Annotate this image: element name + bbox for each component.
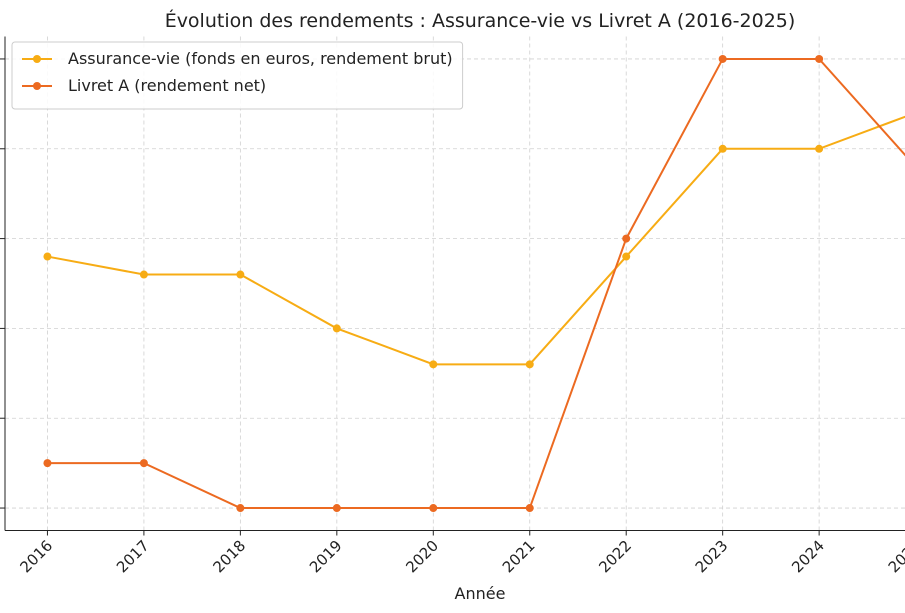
x-axis-label: Année [455, 584, 506, 603]
chart-title: Évolution des rendements : Assurance-vie… [165, 9, 796, 32]
x-tick-label: 2024 [788, 537, 828, 577]
x-tick-label: 2023 [692, 537, 732, 577]
data-point [139, 459, 148, 468]
data-point [718, 144, 727, 153]
data-point [236, 270, 245, 279]
data-point [139, 270, 148, 279]
legend-box [11, 41, 464, 110]
data-point [815, 144, 824, 153]
x-tick-label: 2020 [402, 537, 442, 577]
x-tick-label: 2018 [209, 537, 249, 577]
data-point [622, 234, 631, 243]
x-tick-label: 2016 [17, 537, 57, 577]
legend-label: Assurance-vie (fonds en euros, rendement… [68, 49, 453, 68]
data-point [815, 54, 824, 63]
series-line [47, 115, 905, 366]
x-tick-label: 2017 [113, 537, 153, 577]
data-point [236, 504, 245, 513]
data-point [525, 504, 534, 513]
data-point [429, 504, 438, 513]
data-point [525, 360, 534, 369]
data-point [43, 252, 52, 261]
data-point [429, 360, 438, 369]
x-tick-label: 2019 [306, 537, 346, 577]
legend-marker [33, 82, 41, 90]
x-tick-label: 2022 [595, 537, 635, 577]
data-point [718, 54, 727, 63]
x-tick-label: 2021 [499, 537, 539, 577]
x-tick-label: 2025 [885, 537, 905, 577]
legend-label: Livret A (rendement net) [68, 76, 266, 95]
data-point [332, 504, 341, 513]
legend-marker [33, 55, 41, 63]
legend: Assurance-vie (fonds en euros, rendement… [11, 41, 464, 110]
series-line [47, 57, 905, 510]
data-point [622, 252, 631, 261]
data-point [332, 324, 341, 333]
data-point [43, 459, 52, 468]
